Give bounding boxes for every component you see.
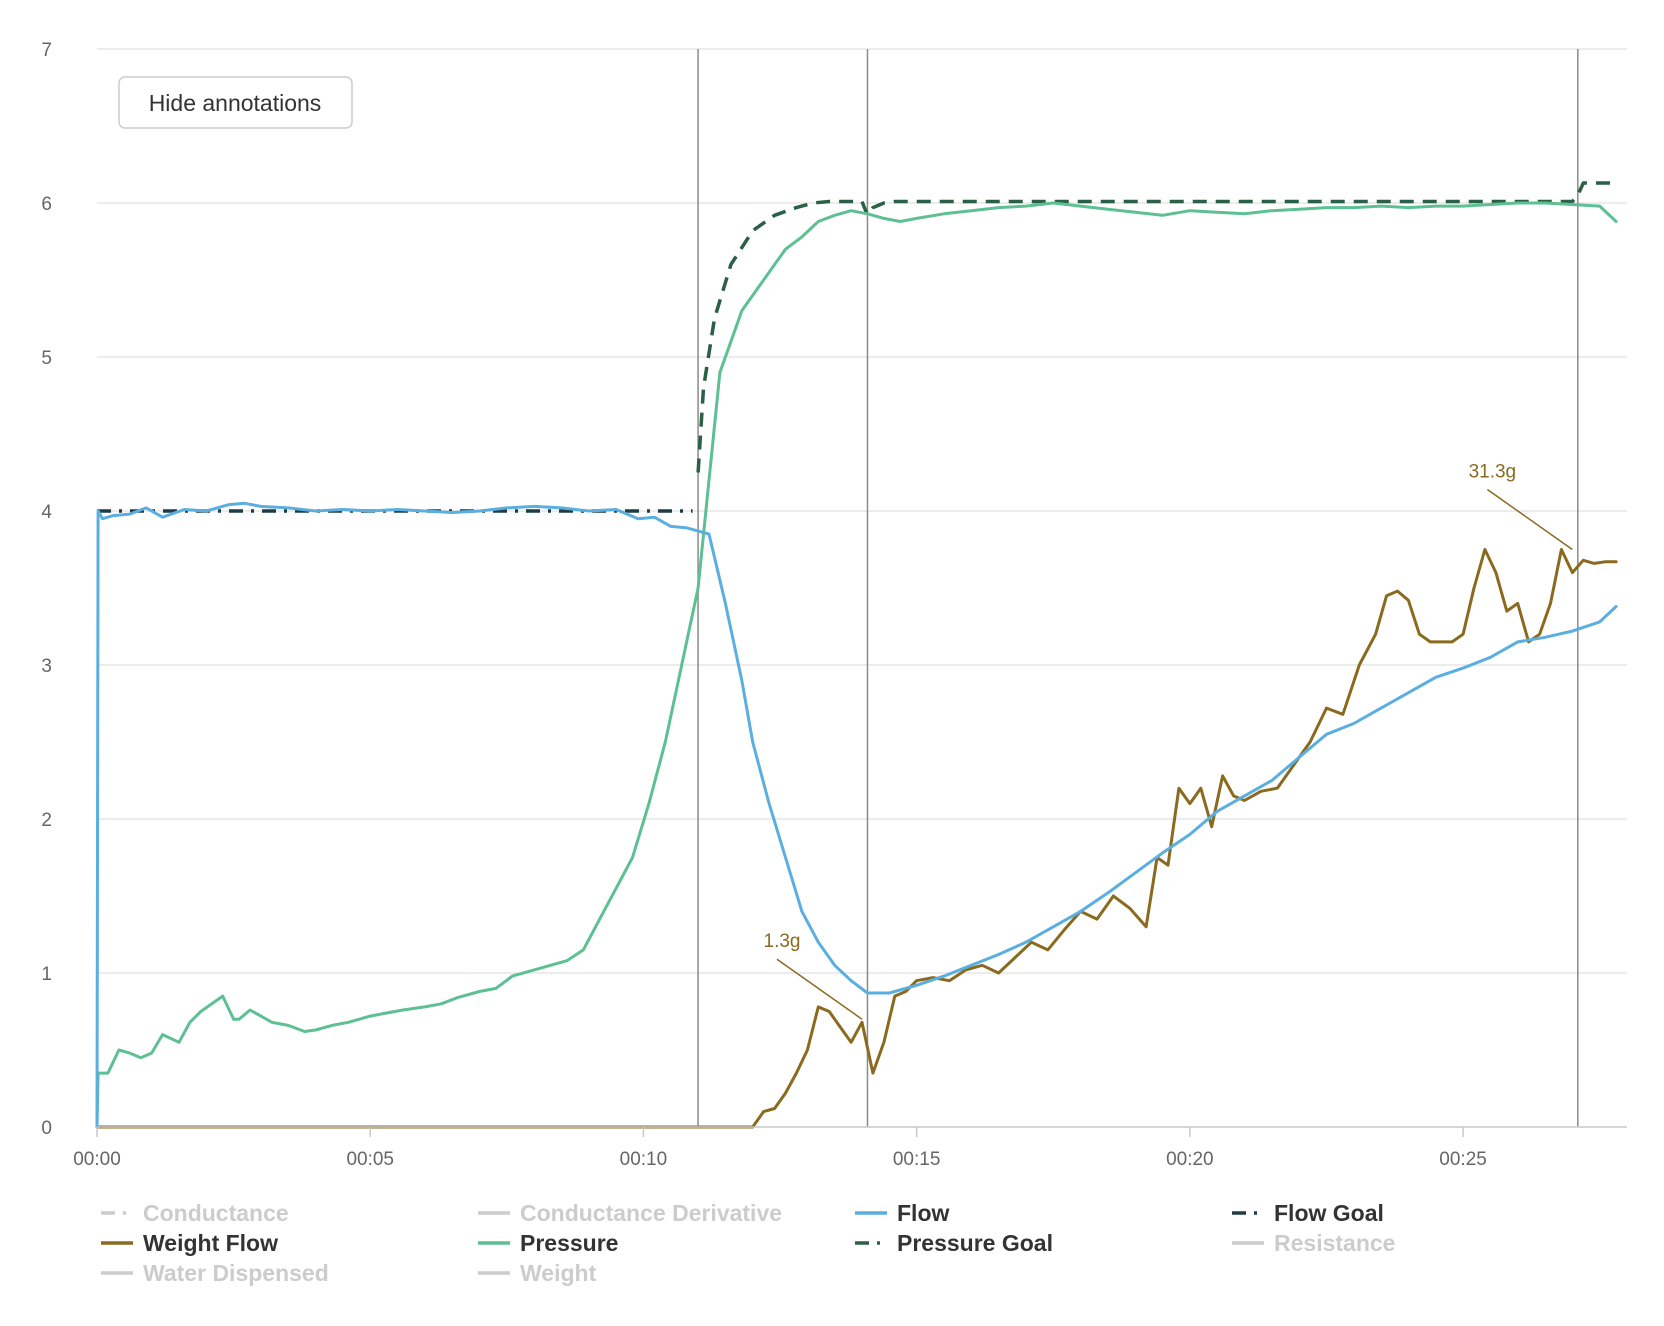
- x-tick-label: 00:15: [893, 1149, 941, 1170]
- legend-item-pressure[interactable]: Pressure: [478, 1230, 618, 1256]
- legend-label[interactable]: Weight: [520, 1260, 597, 1286]
- legend-item-weight-flow[interactable]: Weight Flow: [101, 1230, 278, 1256]
- hide-annotations-button-label[interactable]: Hide annotations: [149, 90, 322, 116]
- annotations: 1.3g 31.3g: [764, 462, 1573, 1020]
- y-tick-label: 1: [41, 964, 52, 985]
- legend-label[interactable]: Water Dispensed: [143, 1260, 329, 1286]
- y-tick-label: 6: [41, 194, 52, 215]
- legend-label[interactable]: Pressure: [520, 1230, 618, 1256]
- legend-item-water-dispensed[interactable]: Water Dispensed: [101, 1260, 329, 1286]
- x-tick-label: 00:00: [73, 1149, 121, 1170]
- x-tick-label: 00:25: [1439, 1149, 1487, 1170]
- legend-label[interactable]: Weight Flow: [143, 1230, 278, 1256]
- legend-label[interactable]: Flow Goal: [1274, 1200, 1384, 1226]
- annotation-connector: [1486, 488, 1573, 551]
- axes: 0 1 2 3 4 5 6 7 00:00 00:05 00:10 00:15 00:20 00:25: [41, 40, 1627, 1170]
- annotation-connector: [776, 958, 863, 1020]
- series-line-pressure: [95, 201, 1618, 1129]
- series-lines: [95, 181, 1618, 1129]
- hide-annotations-button[interactable]: Hide annotations: [118, 76, 353, 129]
- y-tick-label: 4: [41, 502, 52, 523]
- x-tick-label: 00:20: [1166, 1149, 1214, 1170]
- legend-item-conductance[interactable]: Conductance: [101, 1200, 289, 1226]
- legend-item-conductance-derivative[interactable]: Conductance Derivative: [478, 1200, 782, 1226]
- series-line-flow: [95, 501, 1618, 1129]
- annotation-label: 1.3g: [764, 931, 801, 952]
- y-tick-label: 5: [41, 348, 52, 369]
- y-tick-label: 0: [41, 1118, 52, 1139]
- series-line-pressure-goal: [696, 181, 1617, 473]
- hide-annotations-button-frame[interactable]: [118, 76, 353, 129]
- legend-label[interactable]: Conductance: [143, 1200, 289, 1226]
- legend-label[interactable]: Flow: [897, 1200, 949, 1226]
- y-tick-label: 7: [41, 40, 52, 61]
- annotation-label: 31.3g: [1469, 462, 1517, 483]
- legend-item-flow-goal[interactable]: Flow Goal: [1232, 1200, 1384, 1226]
- x-tick-label: 00:10: [620, 1149, 668, 1170]
- phase-markers: [697, 49, 1579, 1127]
- x-tick-label: 00:05: [346, 1149, 394, 1170]
- legend-label[interactable]: Pressure Goal: [897, 1230, 1053, 1256]
- y-tick-label: 3: [41, 656, 52, 677]
- legend-item-resistance[interactable]: Resistance: [1232, 1230, 1395, 1256]
- legend-item-weight[interactable]: Weight: [478, 1260, 597, 1286]
- y-tick-label: 2: [41, 810, 52, 831]
- legend-item-pressure-goal[interactable]: Pressure Goal: [855, 1230, 1053, 1256]
- series-line-weight-flow: [95, 548, 1618, 1129]
- legend: Conductance Conductance Derivative Flow Flo…: [101, 1200, 1395, 1286]
- legend-label[interactable]: Conductance Derivative: [520, 1200, 782, 1226]
- legend-label[interactable]: Resistance: [1274, 1230, 1395, 1256]
- legend-item-flow[interactable]: Flow: [855, 1200, 949, 1226]
